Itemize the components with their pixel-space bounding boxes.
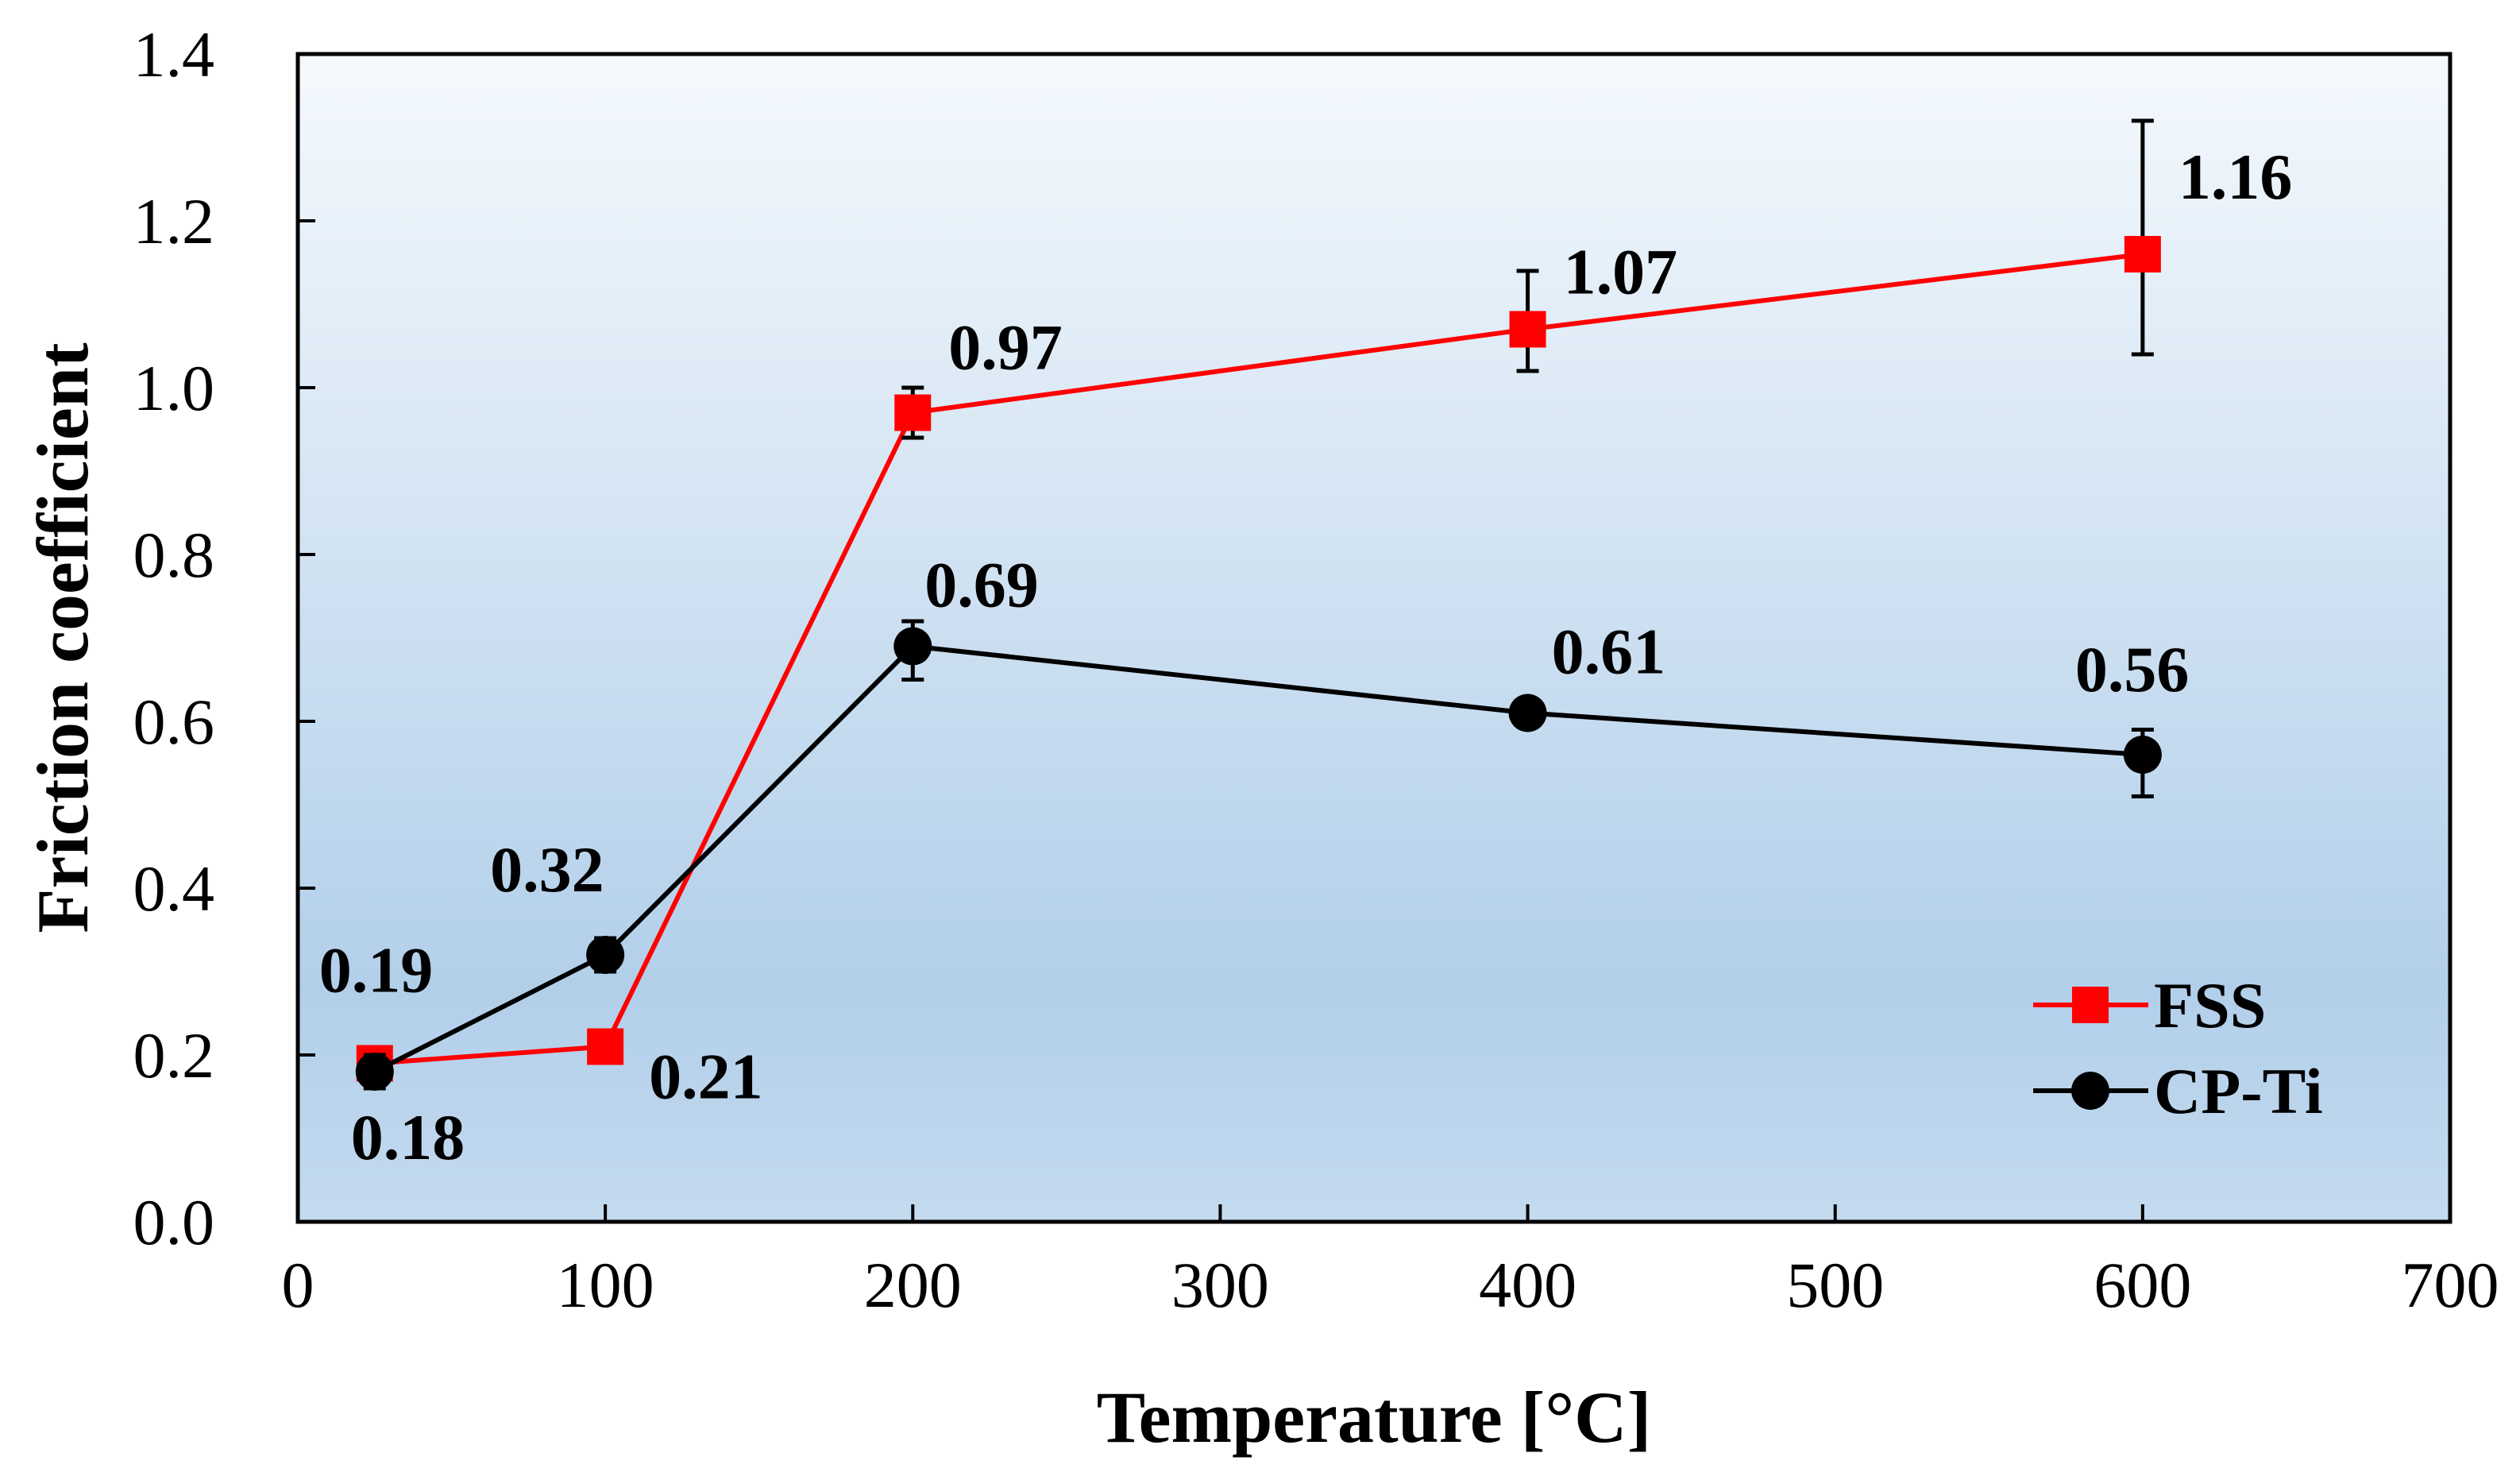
plot-area — [295, 52, 2452, 1224]
x-tick-label: 700 — [2402, 1249, 2499, 1321]
marker-fss — [2124, 236, 2161, 272]
legend-label-fss: FSS — [2154, 969, 2266, 1041]
legend-label-cpti: CP-Ti — [2154, 1055, 2323, 1127]
data-label-fss: 0.97 — [948, 311, 1063, 384]
marker-fss — [894, 394, 932, 431]
marker-cp-ti — [893, 627, 932, 666]
legend-marker-fss — [2072, 987, 2109, 1023]
y-tick-label: 1.4 — [133, 18, 215, 91]
marker-cp-ti — [586, 936, 625, 974]
data-labels: 0.19 0.21 0.97 1.07 1.16 0.18 0.32 0.69 0.61 0.56 — [319, 141, 2293, 1173]
data-label-cp-ti: 0.69 — [924, 549, 1039, 621]
y-tick-label: 0.2 — [133, 1019, 215, 1092]
y-axis-ticks: 0.0 0.2 0.4 0.6 0.8 1.0 1.2 1.4 — [133, 18, 315, 1258]
y-tick-label: 0.6 — [133, 686, 215, 758]
data-label-cp-ti: 0.61 — [1552, 616, 1665, 688]
y-tick-label: 1.0 — [133, 352, 215, 424]
marker-fss — [1509, 311, 1546, 348]
x-tick-label: 600 — [2094, 1249, 2191, 1321]
y-tick-label: 1.2 — [133, 185, 215, 257]
data-label-fss: 0.21 — [649, 1041, 763, 1113]
y-axis-title: Friction coefficient — [22, 342, 103, 933]
legend: FSS CP-Ti — [2033, 969, 2323, 1127]
data-label-cp-ti: 0.32 — [490, 833, 604, 906]
y-tick-label: 0.8 — [133, 519, 215, 591]
series-layer — [355, 118, 2162, 1091]
data-label-cp-ti: 0.18 — [351, 1101, 465, 1173]
data-label-fss: 1.07 — [1564, 236, 1677, 308]
marker-fss — [587, 1028, 624, 1065]
x-axis-ticks: 0 100 200 300 400 500 600 700 — [282, 1204, 2499, 1321]
marker-cp-ti — [355, 1053, 394, 1091]
data-label-fss: 1.16 — [2178, 141, 2293, 213]
x-tick-label: 300 — [1171, 1249, 1269, 1321]
legend-marker-cpti — [2071, 1072, 2109, 1110]
data-label-fss: 0.19 — [319, 934, 434, 1007]
x-tick-label: 200 — [864, 1249, 962, 1321]
x-tick-label: 100 — [557, 1249, 654, 1321]
marker-cp-ti — [1508, 694, 1547, 732]
x-tick-label: 400 — [1479, 1249, 1576, 1321]
y-tick-label: 0.4 — [133, 852, 215, 925]
x-tick-label: 500 — [1786, 1249, 1884, 1321]
x-tick-label: 0 — [282, 1249, 315, 1321]
marker-cp-ti — [2123, 736, 2162, 774]
data-label-cp-ti: 0.56 — [2075, 633, 2190, 705]
y-tick-label: 0.0 — [133, 1186, 215, 1258]
x-axis-title: Temperature [°C] — [1097, 1377, 1652, 1458]
